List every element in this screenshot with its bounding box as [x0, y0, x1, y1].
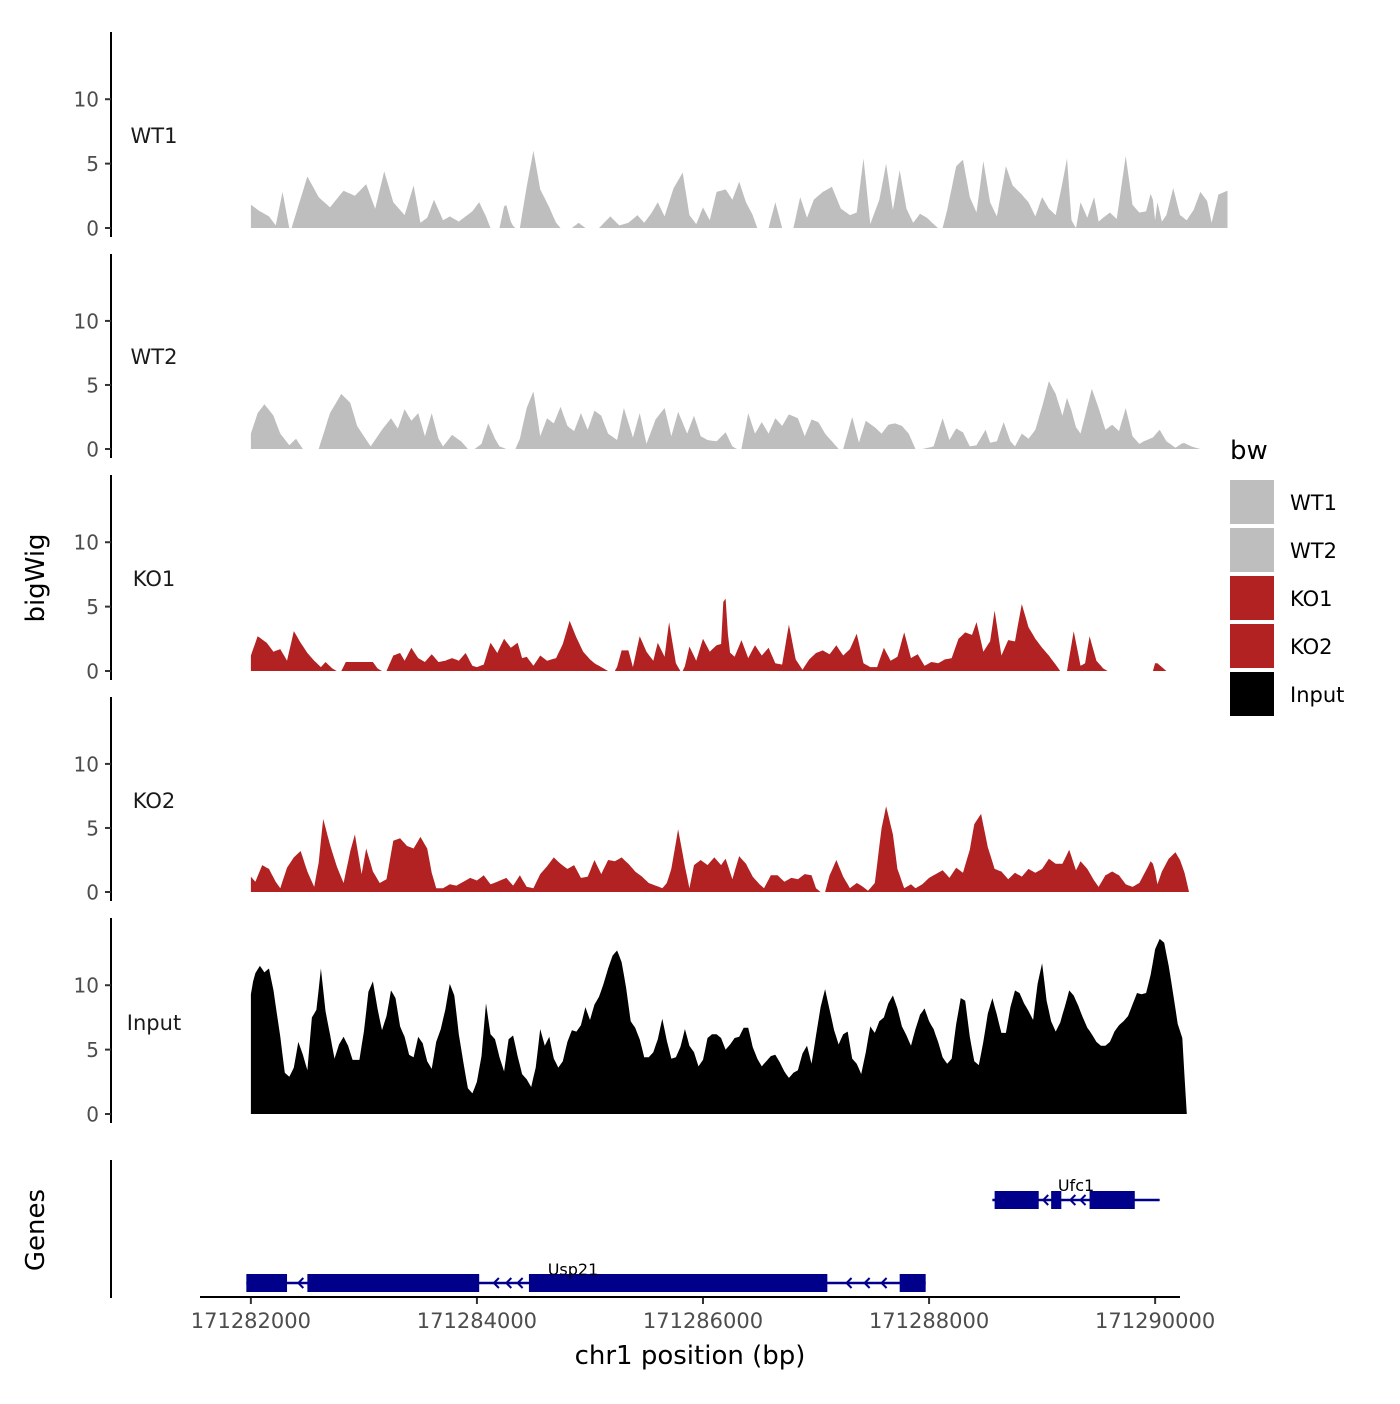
strand-arrow [504, 1277, 513, 1289]
legend-label-ko2: KO2 [1290, 635, 1333, 659]
gene-exon [1089, 1191, 1135, 1209]
track-label-ko1: KO1 [133, 567, 176, 591]
legend-label-input: Input [1290, 683, 1344, 707]
legend-swatch-ko2 [1230, 624, 1274, 668]
track-label-wt1: WT1 [131, 124, 178, 148]
y-tick-label: 10 [74, 88, 99, 112]
area-wt1 [250, 150, 1228, 228]
area-ko1 [250, 598, 1167, 671]
y-tick-label: 10 [74, 974, 99, 998]
strand-arrow [863, 1277, 871, 1289]
legend-label-wt2: WT2 [1290, 539, 1337, 563]
y-tick-label: 0 [86, 881, 99, 905]
x-tick-label: 171290000 [1095, 1309, 1215, 1333]
y-axis-label: bigWig [21, 533, 51, 622]
x-tick-label: 171286000 [643, 1309, 763, 1333]
strand-arrow [516, 1277, 524, 1289]
y-tick-label: 10 [74, 752, 99, 776]
gene-exon [528, 1274, 828, 1292]
y-tick-label: 10 [74, 309, 99, 333]
track-ko2: 0 5 10 KO2 [74, 697, 1189, 905]
strand-arrow [880, 1277, 888, 1289]
y-tick-label: 0 [86, 217, 99, 241]
x-tick-label: 171282000 [191, 1309, 311, 1333]
track-ko1: 0 5 10 KO1 [74, 475, 1167, 684]
y-tick-label: 5 [86, 816, 99, 840]
strand-arrow [1079, 1194, 1087, 1206]
legend-swatch-ko1 [1230, 576, 1274, 620]
x-tick-label: 171288000 [869, 1309, 989, 1333]
strand-arrow [1068, 1194, 1077, 1206]
legend-title: bw [1230, 436, 1268, 466]
legend-label-ko1: KO1 [1290, 587, 1333, 611]
y-tick-label: 0 [86, 438, 99, 462]
gene-exon [899, 1274, 926, 1292]
gene-ufc1: Ufc1 [992, 1176, 1160, 1209]
strand-arrow [492, 1277, 500, 1289]
legend-label-wt1: WT1 [1290, 491, 1337, 515]
gene-usp21: Usp21 [246, 1260, 926, 1292]
y-tick-label: 5 [86, 152, 99, 176]
area-ko2 [250, 806, 1189, 892]
y-tick-label: 10 [74, 531, 99, 555]
track-label-wt2: WT2 [131, 345, 178, 369]
area-input [250, 938, 1187, 1114]
track-wt1: 0 5 10 WT1 [74, 32, 1228, 241]
y-tick-label: 5 [86, 1038, 99, 1062]
gene-exon [994, 1191, 1039, 1209]
area-wt2 [250, 381, 1201, 449]
strand-arrow [1041, 1194, 1049, 1206]
gene-label-usp21: Usp21 [548, 1260, 599, 1279]
legend-swatch-input [1230, 672, 1274, 716]
y-tick-label: 0 [86, 660, 99, 684]
track-panels: 0 5 10 WT1 0 5 10 WT2 0 5 10 KO1 0 5 10 KO2 0 5 10 Input [74, 32, 1228, 1127]
y-tick-label: 5 [86, 595, 99, 619]
track-label-input: Input [127, 1011, 181, 1035]
gene-exon [1051, 1191, 1062, 1209]
track-input: 0 5 10 Input [74, 918, 1187, 1127]
legend: bw WT1 WT2 KO1 KO2 Input [1230, 436, 1344, 716]
y-tick-label: 5 [86, 373, 99, 397]
track-wt2: 0 5 10 WT2 [74, 254, 1201, 462]
gene-panel: Usp21 Ufc1 171282000 171284000 171286000 1712… [110, 1160, 1215, 1333]
gene-exon [307, 1274, 480, 1292]
legend-swatch-wt1 [1230, 480, 1274, 524]
gene-label-ufc1: Ufc1 [1058, 1176, 1094, 1195]
x-axis-label: chr1 position (bp) [575, 1341, 806, 1371]
track-label-ko2: KO2 [133, 789, 176, 813]
x-tick-label: 171284000 [417, 1309, 537, 1333]
y-tick-label: 0 [86, 1103, 99, 1127]
strand-arrow [296, 1277, 305, 1289]
gene-exon [246, 1274, 288, 1292]
strand-arrow [845, 1277, 853, 1289]
genes-axis-label: Genes [21, 1189, 51, 1271]
legend-swatch-wt2 [1230, 528, 1274, 572]
